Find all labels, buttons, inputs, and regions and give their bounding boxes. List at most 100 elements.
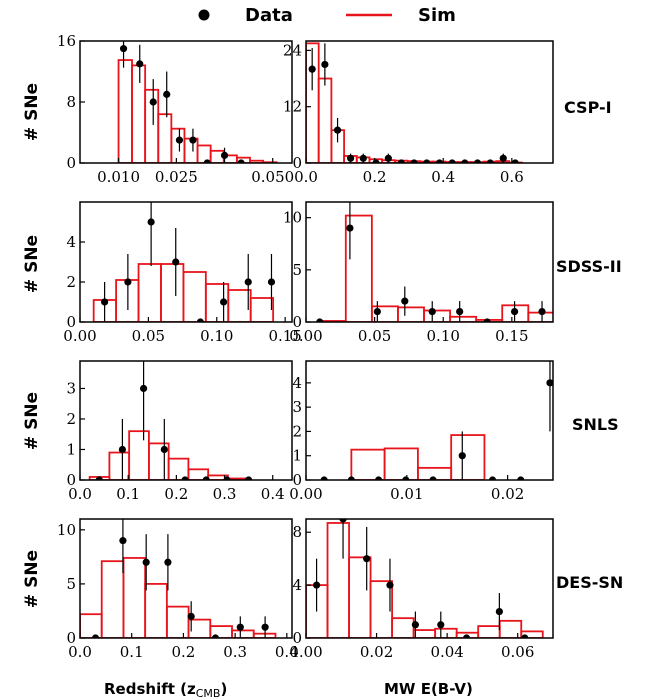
data-point <box>160 445 168 454</box>
ytick-label: 10 <box>57 521 76 539</box>
xtick-label: 0.2 <box>164 485 188 503</box>
xtick-label: 0.4 <box>275 643 299 661</box>
data-point <box>172 258 180 266</box>
sim-bar <box>249 297 275 322</box>
xlabel-left-main: Redshift (z <box>104 680 196 698</box>
data-point <box>346 224 354 232</box>
plot-area <box>117 41 278 163</box>
ylabel-row-2: # SNe <box>22 235 42 293</box>
plot-area <box>316 202 553 322</box>
sim-bar <box>187 618 212 638</box>
sim-bar <box>391 617 415 638</box>
sim-bar <box>122 557 147 638</box>
ytick-label: 10 <box>283 209 302 227</box>
sim-bar <box>326 522 350 638</box>
xtick-label: 0.02 <box>360 643 393 661</box>
data-point <box>163 90 171 98</box>
data-point <box>236 623 244 631</box>
data-point <box>458 452 466 460</box>
sim-bar <box>80 613 103 638</box>
data-point <box>462 634 471 638</box>
sim-bar <box>449 315 478 322</box>
ytick-label: 0 <box>292 471 302 489</box>
sim-bar <box>348 556 372 638</box>
xtick-label: 0.3 <box>223 643 247 661</box>
data-point <box>118 445 126 454</box>
sim-bar <box>170 127 186 163</box>
plot-area <box>88 361 253 480</box>
data-point <box>147 218 155 226</box>
xtick-label: 0.02 <box>491 485 524 503</box>
data-point <box>461 159 469 163</box>
xlabel-left-sub: CMB <box>196 687 221 699</box>
data-point <box>423 159 431 163</box>
data-point <box>140 384 148 393</box>
xlabel-right: MW E(B-V) <box>384 680 473 698</box>
ytick-label: 5 <box>292 261 302 279</box>
panel-5: 0 1 2 3 0.0 0.1 0.2 0.3 0.4 <box>66 360 293 503</box>
sim-bar <box>108 451 131 480</box>
ylabel-row-4: # SNe <box>22 550 42 608</box>
ytick-label: 2 <box>66 410 76 428</box>
xtick-label: 0.00 <box>289 643 322 661</box>
data-point <box>220 298 228 306</box>
xtick-label: 0.15 <box>268 327 301 345</box>
data-point <box>473 159 482 163</box>
data-point <box>435 159 444 163</box>
panel-2: 0 12 24 0.0 0.2 0.4 0.6 <box>283 40 554 186</box>
data-point <box>517 476 525 480</box>
sim-bar <box>317 77 333 163</box>
data-point <box>510 307 519 316</box>
data-point <box>244 278 252 286</box>
panel-8: 0 4 8 0.00 0.02 0.04 0.06 <box>289 518 554 661</box>
ytick-label: 4 <box>66 233 76 251</box>
ytick-label: 1 <box>292 447 302 465</box>
legend: Data Sim <box>198 5 456 26</box>
data-point <box>101 298 109 306</box>
xtick-label: 0.2 <box>363 168 387 186</box>
panel-frame <box>79 360 293 481</box>
xtick-label: 0.025 <box>155 168 198 186</box>
data-point <box>261 623 269 631</box>
panel-frame <box>305 518 554 639</box>
xtick-label: 0.2 <box>171 643 195 661</box>
data-point <box>359 154 367 162</box>
xtick-label: 0.00 <box>289 327 322 345</box>
data-point <box>411 621 419 629</box>
data-point <box>495 607 503 616</box>
data-point <box>308 65 316 73</box>
data-point <box>203 159 211 163</box>
sim-bar <box>383 447 419 480</box>
data-point <box>397 159 405 163</box>
row-label-snls: SNLS <box>572 415 619 434</box>
sim-bar <box>412 629 437 638</box>
legend-data-marker <box>198 9 210 21</box>
sim-bar <box>117 59 133 163</box>
xtick-label: 0.010 <box>97 168 140 186</box>
data-point <box>456 307 464 316</box>
xtick-label: 0.1 <box>116 485 140 503</box>
xlabel-left-end: ) <box>220 680 227 698</box>
xtick-label: 0.0 <box>68 485 92 503</box>
data-point <box>373 307 381 316</box>
data-point <box>402 476 410 480</box>
sim-bar <box>128 430 150 480</box>
data-point <box>363 555 371 563</box>
plot-area <box>92 202 276 322</box>
data-point <box>237 159 245 163</box>
data-point <box>187 612 195 620</box>
sim-bar <box>160 263 185 322</box>
xtick-label: 0.0 <box>294 168 318 186</box>
data-point <box>448 159 456 163</box>
data-point <box>149 98 157 106</box>
panel-frame <box>79 201 293 323</box>
data-point <box>339 519 347 523</box>
legend-sim-label: Sim <box>418 5 456 26</box>
sim-bar <box>227 289 252 322</box>
xtick-label: 0.10 <box>427 327 460 345</box>
data-point <box>538 307 546 316</box>
xtick-label: 0.06 <box>501 643 534 661</box>
xlabel-left: Redshift (zCMB) <box>104 680 227 699</box>
data-point <box>119 537 127 545</box>
